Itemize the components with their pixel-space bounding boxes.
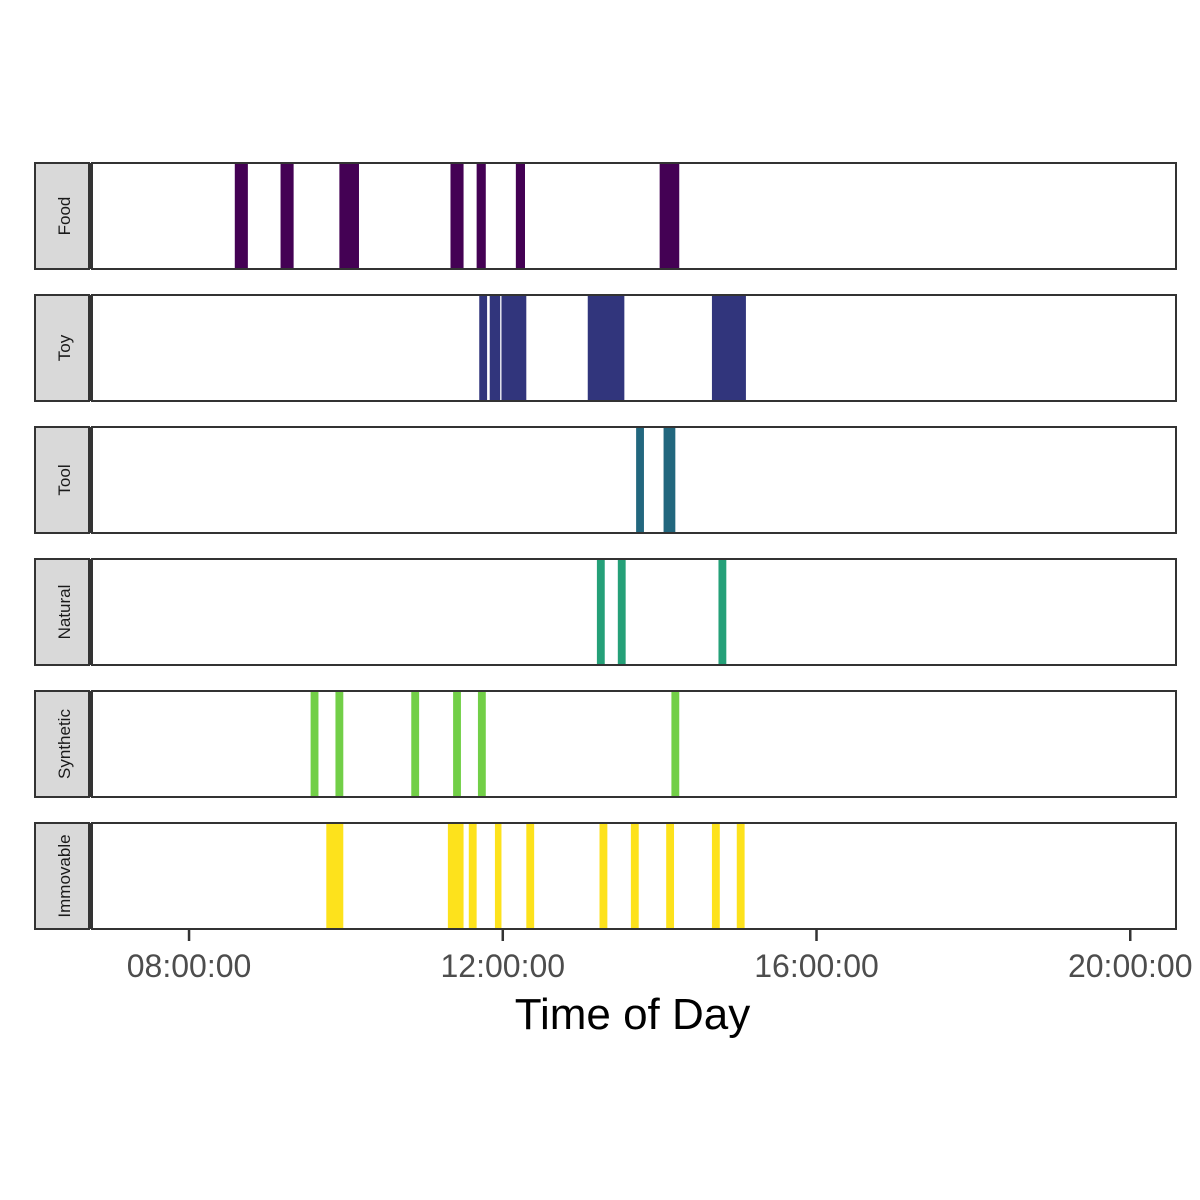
interval-bar-toy-3 bbox=[501, 296, 527, 400]
interval-bar-food-7 bbox=[659, 164, 680, 268]
facet-natural: Natural bbox=[34, 558, 1177, 666]
interval-bar-natural-2 bbox=[617, 560, 626, 664]
interval-bar-food-3 bbox=[339, 164, 359, 268]
facet-panels: Food Toy Tool Natural Synthetic Immovable bbox=[34, 162, 1177, 930]
x-tick-label: 12:00:00 bbox=[440, 948, 565, 984]
facet-strip-synthetic bbox=[34, 690, 90, 798]
interval-bar-synthetic-2 bbox=[335, 692, 344, 796]
facet-strip-divider bbox=[89, 559, 92, 665]
panel-background-toy bbox=[91, 294, 1177, 402]
x-tick-label: 16:00:00 bbox=[754, 948, 879, 984]
facet-strip-toy bbox=[34, 294, 90, 402]
facet-label-immovable: Immovable bbox=[55, 834, 74, 917]
interval-bar-synthetic-5 bbox=[477, 692, 486, 796]
x-axis: 08:00:00 12:00:00 16:00:00 20:00:00 bbox=[127, 929, 1193, 984]
x-tick-label: 08:00:00 bbox=[127, 948, 252, 984]
interval-bar-toy-5 bbox=[711, 296, 746, 400]
interval-bar-immovable-9 bbox=[711, 824, 720, 928]
panel-background-synthetic bbox=[91, 690, 1177, 798]
facet-strip-divider bbox=[89, 163, 92, 269]
interval-bar-synthetic-4 bbox=[453, 692, 461, 796]
interval-bar-food-5 bbox=[476, 164, 486, 268]
interval-bar-toy-2 bbox=[489, 296, 501, 400]
panel-background-tool bbox=[91, 426, 1177, 534]
facet-tool: Tool bbox=[34, 426, 1177, 534]
interval-bar-immovable-1 bbox=[326, 824, 344, 928]
interval-bar-immovable-7 bbox=[630, 824, 639, 928]
facet-label-toy: Toy bbox=[55, 334, 74, 361]
interval-bar-tool-2 bbox=[663, 428, 676, 532]
panel-background-natural bbox=[91, 558, 1177, 666]
facet-label-food: Food bbox=[55, 197, 74, 236]
interval-bar-tool-1 bbox=[636, 428, 644, 532]
interval-bar-food-6 bbox=[515, 164, 525, 268]
facet-strip-immovable bbox=[34, 822, 90, 930]
panel-background-food bbox=[91, 162, 1177, 270]
interval-bar-immovable-2 bbox=[447, 824, 464, 928]
facet-strip-food bbox=[34, 162, 90, 270]
interval-bar-natural-1 bbox=[596, 560, 605, 664]
interval-bar-toy-1 bbox=[479, 296, 488, 400]
facet-label-tool: Tool bbox=[55, 464, 74, 495]
interval-bar-immovable-10 bbox=[736, 824, 745, 928]
interval-bar-immovable-4 bbox=[494, 824, 502, 928]
x-axis-title: Time of Day bbox=[515, 990, 751, 1039]
facet-strip-divider bbox=[89, 295, 92, 401]
facet-strip-divider bbox=[89, 823, 92, 929]
facet-synthetic: Synthetic bbox=[34, 690, 1177, 798]
facet-label-synthetic: Synthetic bbox=[55, 709, 74, 779]
interval-bar-toy-4 bbox=[587, 296, 625, 400]
interval-bar-immovable-3 bbox=[468, 824, 477, 928]
facet-label-natural: Natural bbox=[55, 585, 74, 640]
facet-food: Food bbox=[34, 162, 1177, 270]
facet-immovable: Immovable bbox=[34, 822, 1177, 930]
interval-bar-synthetic-6 bbox=[671, 692, 680, 796]
facet-toy: Toy bbox=[34, 294, 1177, 402]
interval-bar-immovable-5 bbox=[526, 824, 535, 928]
interval-bar-synthetic-1 bbox=[310, 692, 319, 796]
interval-bar-food-4 bbox=[450, 164, 464, 268]
interval-bar-food-1 bbox=[234, 164, 248, 268]
interval-bar-immovable-8 bbox=[666, 824, 675, 928]
facet-strip-divider bbox=[89, 691, 92, 797]
interval-bar-food-2 bbox=[280, 164, 294, 268]
x-tick-label: 20:00:00 bbox=[1068, 948, 1193, 984]
facet-strip-divider bbox=[89, 427, 92, 533]
interval-bar-natural-3 bbox=[718, 560, 727, 664]
interval-bar-immovable-6 bbox=[599, 824, 608, 928]
interval-bar-synthetic-3 bbox=[411, 692, 420, 796]
